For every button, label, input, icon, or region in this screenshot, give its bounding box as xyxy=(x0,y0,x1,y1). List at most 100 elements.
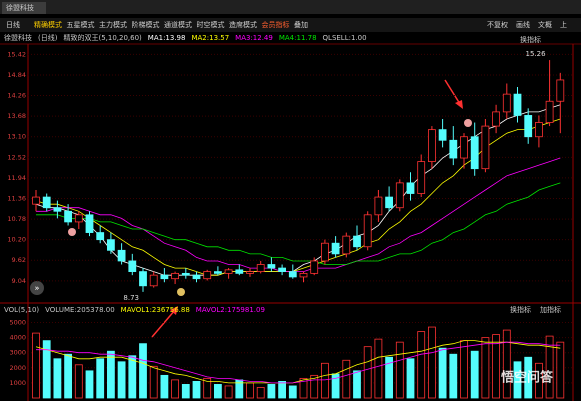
candle-body xyxy=(213,271,222,274)
volume-bar xyxy=(96,358,105,399)
event-icon[interactable] xyxy=(68,228,76,236)
toolbar-tab[interactable]: 日线 xyxy=(6,20,20,29)
panel-button[interactable]: 换指标 xyxy=(520,35,541,44)
candle-body xyxy=(139,271,147,287)
toolbar xyxy=(0,18,581,32)
volume-ma-line xyxy=(35,340,561,384)
candle-body xyxy=(256,264,265,273)
volume-bar xyxy=(85,370,94,399)
arrow xyxy=(151,309,176,338)
volume-bar xyxy=(502,329,511,399)
candle-body xyxy=(481,125,490,170)
collapse-button[interactable] xyxy=(30,281,44,295)
y-tick-label: 11.94 xyxy=(7,174,26,182)
toolbar-tab[interactable]: 五星模式 xyxy=(67,20,95,29)
volume-bar xyxy=(363,346,372,399)
candle-body xyxy=(96,232,105,241)
candle-body xyxy=(331,242,340,255)
volume-bar xyxy=(224,385,233,399)
volume-bar xyxy=(545,335,554,399)
event-icon[interactable] xyxy=(464,119,472,127)
volume-ma-line xyxy=(36,341,561,384)
candle-body xyxy=(545,100,554,123)
candle-body xyxy=(438,129,447,141)
candle-body xyxy=(460,136,468,159)
candle-body xyxy=(310,260,319,274)
volume-bar xyxy=(288,385,297,399)
volume-bar xyxy=(535,362,543,399)
y-tick-label: 11.36 xyxy=(7,194,26,202)
toolbar-tab[interactable]: 阶梯模式 xyxy=(132,20,160,29)
volume-bar xyxy=(117,361,126,399)
legend-text: QLSELL:1.00 xyxy=(323,34,367,42)
volume-bar xyxy=(203,377,212,399)
legend-text: MAVOL1:236756.88 xyxy=(121,306,190,314)
volume-bar xyxy=(64,353,72,399)
volume-bar xyxy=(470,350,479,399)
candle-body xyxy=(107,239,115,251)
volume-bar xyxy=(449,353,458,399)
candle-body xyxy=(320,242,329,262)
toolbar-tab[interactable]: 叠加 xyxy=(294,20,308,29)
volume-bar xyxy=(492,334,501,399)
candle-body xyxy=(556,79,565,102)
volume-bar xyxy=(74,364,83,399)
legend-text: 徐盟科技 xyxy=(4,33,32,42)
volume-bar xyxy=(107,350,115,399)
candle-body xyxy=(64,210,72,223)
candle-body xyxy=(427,129,436,162)
candle-body xyxy=(299,272,308,278)
candle-body xyxy=(53,207,62,212)
toolbar-tab[interactable]: 精确模式 xyxy=(34,20,62,29)
volume-bar xyxy=(299,377,308,399)
candle-body xyxy=(353,235,361,248)
arrowhead xyxy=(455,100,463,109)
y-tick-label: 9.62 xyxy=(12,256,26,264)
candle-body xyxy=(449,139,458,159)
volume-bar xyxy=(53,358,62,399)
toolbar-tab[interactable]: 主力模式 xyxy=(99,20,127,29)
toolbar-tab[interactable]: 时空模式 xyxy=(197,20,225,29)
candle-body xyxy=(524,115,533,138)
candle-body xyxy=(117,249,126,262)
collapse-icon: » xyxy=(35,284,40,293)
toolbar-button[interactable]: 不复权 xyxy=(487,20,508,29)
toolbar-button[interactable]: 文概 xyxy=(538,20,552,29)
volume-bar xyxy=(256,387,265,399)
toolbar-tab[interactable]: 会员指标 xyxy=(262,20,290,29)
arrow xyxy=(444,79,461,105)
candle-body xyxy=(406,182,415,194)
toolbar-button[interactable]: 上 xyxy=(560,20,567,29)
panel-button[interactable]: 加指标 xyxy=(540,305,561,314)
legend-text: 精致的双王(5,10,20,60) xyxy=(63,33,142,42)
legend-text: MA1:13.98 xyxy=(148,34,186,42)
volume-bar xyxy=(181,384,190,399)
y-tick-label: 1000 xyxy=(9,379,26,387)
volume-bar xyxy=(374,338,383,399)
candle-body xyxy=(42,196,51,209)
window-tab[interactable] xyxy=(2,2,46,14)
volume-bar xyxy=(246,382,254,399)
candle-body xyxy=(192,274,201,280)
legend-text: MA3:12.49 xyxy=(235,34,273,42)
toolbar-button[interactable]: 画线 xyxy=(516,20,530,29)
toolbar-tab[interactable]: 通道模式 xyxy=(164,20,192,29)
candle-body xyxy=(492,111,501,127)
extreme-label: 15.26 xyxy=(526,50,547,58)
panel-button[interactable]: 换指标 xyxy=(510,305,531,314)
candle-body xyxy=(502,93,511,113)
candle-body xyxy=(267,264,276,269)
candle-body xyxy=(160,274,169,280)
volume-bar xyxy=(460,340,468,399)
legend-text: MA4:11.78 xyxy=(279,34,317,42)
toolbar-tab[interactable]: 造席模式 xyxy=(229,20,257,29)
volume-bar xyxy=(438,347,447,399)
volume-bar xyxy=(556,341,565,399)
event-icon[interactable] xyxy=(177,288,185,296)
extreme-label: 8.73 xyxy=(123,294,139,302)
candle-body xyxy=(181,272,190,276)
arrowhead xyxy=(170,306,178,315)
candle-body xyxy=(535,122,543,138)
candle-body xyxy=(32,196,40,205)
